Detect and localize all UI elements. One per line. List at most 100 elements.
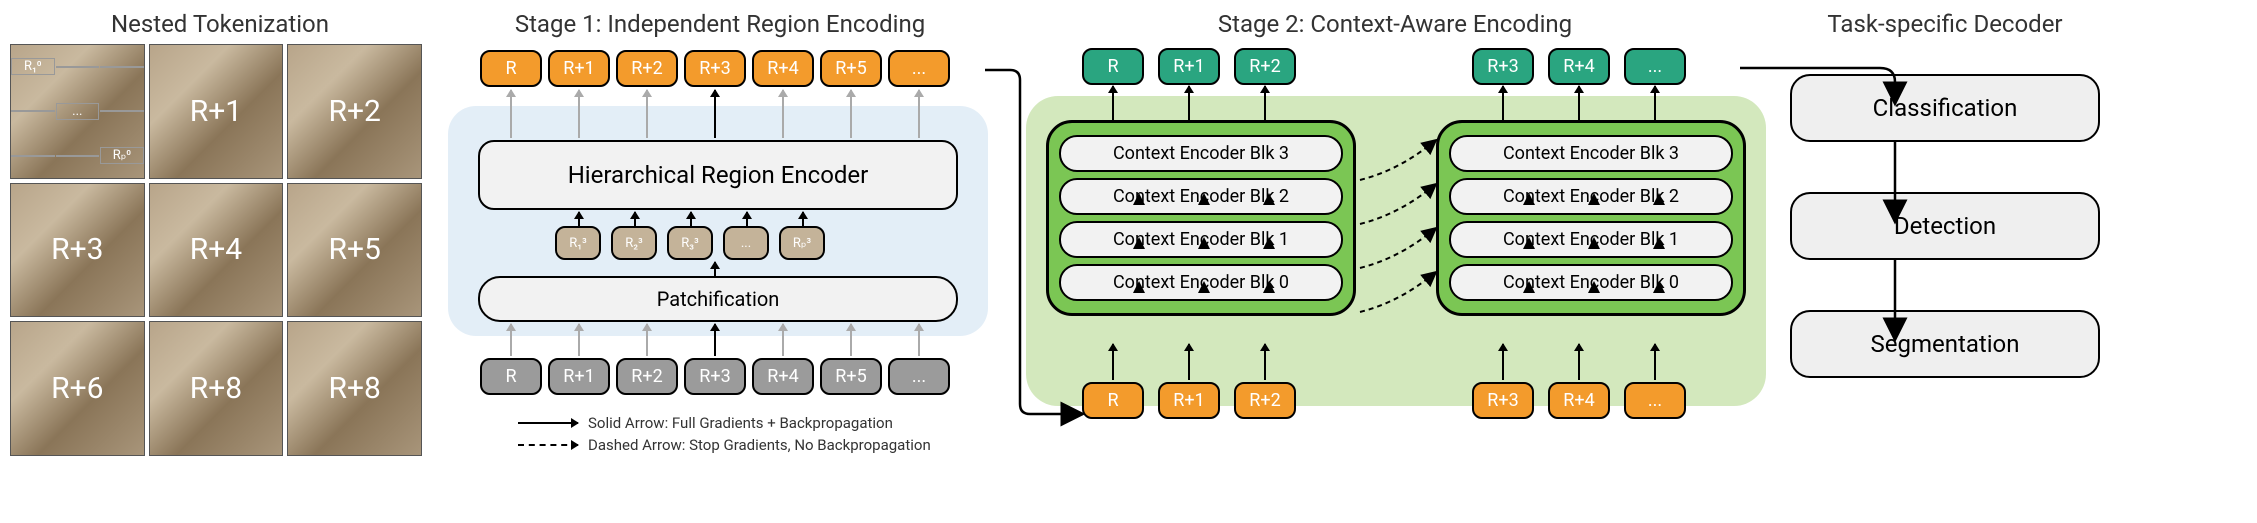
- stage1-panel: Stage 1: Independent Region Encoding R R…: [440, 10, 1000, 513]
- arrow-icon: [1502, 344, 1504, 380]
- subpatch-ellipsis: ...: [56, 103, 100, 120]
- patch-token: R₃³: [667, 226, 713, 260]
- region-cell: R+5: [287, 183, 422, 318]
- context-input-token: ...: [1624, 382, 1686, 419]
- region-grid: R₁⁰ ... Rₚ⁰ R+1 R+2 R+3 R+4 R+5 R+6 R+8 …: [10, 44, 422, 456]
- context-encoder-block: Context Encoder Blk 0: [1059, 264, 1343, 301]
- stage2-output-left: R R+1 R+2: [1082, 48, 1296, 85]
- arrow-icon: [1188, 86, 1190, 120]
- arrow-icon: [1264, 86, 1266, 120]
- context-encoder-stack-left: Context Encoder Blk 0 Context Encoder Bl…: [1046, 120, 1356, 316]
- region-cell: R+2: [287, 44, 422, 179]
- output-token: R: [480, 50, 542, 87]
- dashed-arrow-icon: [518, 444, 578, 446]
- arrow-icon: [578, 212, 580, 226]
- context-input-token: R+3: [1472, 382, 1534, 419]
- context-encoder-block: Context Encoder Blk 1: [1449, 221, 1733, 258]
- decoder-box-detection: Detection: [1790, 192, 2100, 260]
- context-input-token: R+2: [1234, 382, 1296, 419]
- arrow-icon: [746, 212, 748, 226]
- arrow-icon: [850, 324, 852, 356]
- stage1-title: Stage 1: Independent Region Encoding: [440, 10, 1000, 38]
- arrow-icon: [1112, 86, 1114, 120]
- output-token: R+1: [548, 50, 610, 87]
- input-token: R+3: [684, 358, 746, 395]
- arrow-icon: [1654, 344, 1656, 380]
- arrow-icon: [782, 324, 784, 356]
- output-token: R+4: [752, 50, 814, 87]
- arrow-icon: [646, 90, 648, 138]
- input-token: R+5: [820, 358, 882, 395]
- arrow-icon: [850, 90, 852, 138]
- arrow-icon: [1502, 86, 1504, 120]
- legend: Solid Arrow: Full Gradients + Backpropag…: [518, 414, 931, 458]
- region-cell: R+1: [149, 44, 284, 179]
- stage2-panel: Stage 2: Context-Aware Encoding R R+1 R+…: [1010, 10, 1780, 513]
- arrow-icon: [578, 324, 580, 356]
- patch-token: ...: [723, 226, 769, 260]
- arrow-icon: [918, 324, 920, 356]
- stage1-input-row: R R+1 R+2 R+3 R+4 R+5 ...: [480, 358, 950, 395]
- region-cell: R+3: [10, 183, 145, 318]
- context-output-token: R+2: [1234, 48, 1296, 85]
- input-token: R+4: [752, 358, 814, 395]
- stage2-output-right: R+3 R+4 ...: [1472, 48, 1686, 85]
- context-input-token: R+4: [1548, 382, 1610, 419]
- nested-tokenization-panel: Nested Tokenization R₁⁰ ... Rₚ⁰ R+1 R+2 …: [10, 10, 430, 513]
- legend-dashed-text: Dashed Arrow: Stop Gradients, No Backpro…: [588, 436, 931, 454]
- subpatch-label: Rₚ⁰: [100, 147, 144, 164]
- arrow-icon: [714, 90, 716, 138]
- input-token: R+2: [616, 358, 678, 395]
- decoder-panel: Task-specific Decoder Classification Det…: [1790, 10, 2100, 513]
- context-output-token: R+4: [1548, 48, 1610, 85]
- output-token: R+3: [684, 50, 746, 87]
- hierarchical-encoder-box: Hierarchical Region Encoder: [478, 140, 958, 210]
- context-input-token: R: [1082, 382, 1144, 419]
- arrow-icon: [578, 90, 580, 138]
- patchification-box: Patchification: [478, 276, 958, 322]
- input-token: R: [480, 358, 542, 395]
- output-token: ...: [888, 50, 950, 87]
- patch-token-row: R₁³ R₂³ R₃³ ... Rₚ³: [555, 226, 825, 260]
- patch-token: R₁³: [555, 226, 601, 260]
- arrow-icon: [1112, 344, 1114, 380]
- arrow-icon: [1264, 344, 1266, 380]
- output-token: R+5: [820, 50, 882, 87]
- context-encoder-block: Context Encoder Blk 1: [1059, 221, 1343, 258]
- context-encoder-block: Context Encoder Blk 2: [1449, 178, 1733, 215]
- arrow-icon: [714, 324, 716, 356]
- patch-token: Rₚ³: [779, 226, 825, 260]
- stage1-output-row: R R+1 R+2 R+3 R+4 R+5 ...: [480, 50, 950, 87]
- context-encoder-block: Context Encoder Blk 3: [1449, 135, 1733, 172]
- stage2-input-right: R+3 R+4 ...: [1472, 382, 1686, 419]
- subpatch-label: R₁⁰: [11, 58, 55, 75]
- context-output-token: R+1: [1158, 48, 1220, 85]
- stage2-input-left: R R+1 R+2: [1082, 382, 1296, 419]
- region-cell-0: R₁⁰ ... Rₚ⁰: [10, 44, 145, 179]
- decoder-title: Task-specific Decoder: [1790, 10, 2100, 38]
- context-input-token: R+1: [1158, 382, 1220, 419]
- context-output-token: R: [1082, 48, 1144, 85]
- arrow-icon: [802, 212, 804, 226]
- arrow-icon: [714, 262, 716, 276]
- arrow-icon: [782, 90, 784, 138]
- context-output-token: R+3: [1472, 48, 1534, 85]
- arrow-icon: [690, 212, 692, 226]
- arrow-icon: [1578, 86, 1580, 120]
- solid-arrow-icon: [518, 422, 578, 424]
- output-token: R+2: [616, 50, 678, 87]
- nested-title: Nested Tokenization: [10, 10, 430, 38]
- context-encoder-block: Context Encoder Blk 0: [1449, 264, 1733, 301]
- context-encoder-block: Context Encoder Blk 2: [1059, 178, 1343, 215]
- arrow-icon: [1188, 344, 1190, 380]
- arrow-icon: [918, 90, 920, 138]
- region-cell: R+6: [10, 321, 145, 456]
- decoder-box-classification: Classification: [1790, 74, 2100, 142]
- arrow-icon: [646, 324, 648, 356]
- arrow-icon: [510, 324, 512, 356]
- arrow-icon: [1578, 344, 1580, 380]
- arrow-icon: [510, 90, 512, 138]
- stage2-title: Stage 2: Context-Aware Encoding: [1010, 10, 1780, 38]
- context-encoder-stack-right: Context Encoder Blk 0 Context Encoder Bl…: [1436, 120, 1746, 316]
- legend-solid-text: Solid Arrow: Full Gradients + Backpropag…: [588, 414, 893, 432]
